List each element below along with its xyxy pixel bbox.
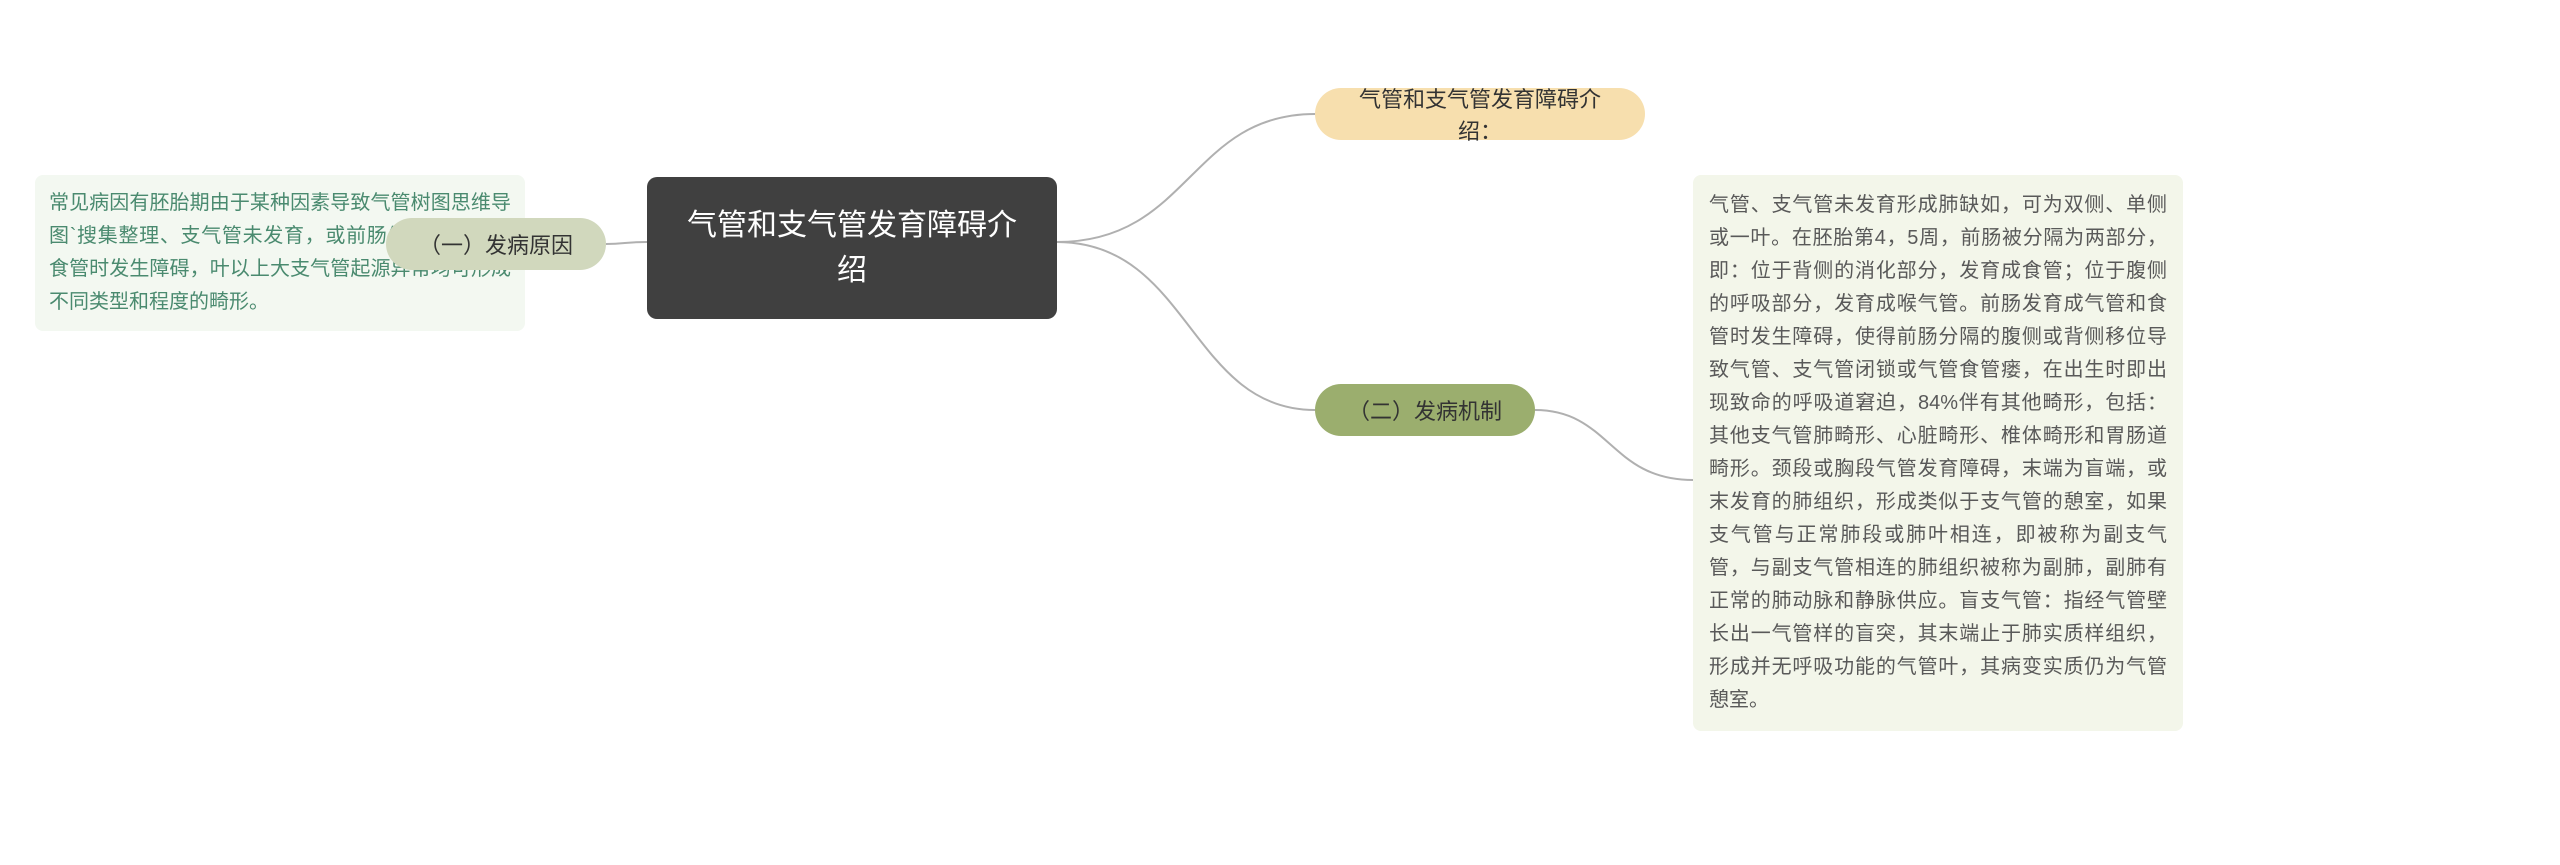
mech-detail-block: 气管、支气管未发育形成肺缺如，可为双侧、单侧或一叶。在胚胎第4，5周，前肠被分隔…	[1693, 175, 2183, 731]
mech-node[interactable]: （二）发病机制	[1315, 384, 1535, 436]
mech-detail-text: 气管、支气管未发育形成肺缺如，可为双侧、单侧或一叶。在胚胎第4，5周，前肠被分隔…	[1709, 194, 2167, 711]
center-label: 气管和支气管发育障碍介绍	[683, 203, 1021, 293]
edge-center-intro	[1057, 114, 1315, 242]
intro-label: 气管和支气管发育障碍介绍：	[1345, 82, 1615, 146]
edge-center-cause	[606, 242, 647, 244]
cause-node[interactable]: （一）发病原因	[386, 218, 606, 270]
center-node[interactable]: 气管和支气管发育障碍介绍	[647, 177, 1057, 319]
edge-mech-detail	[1535, 410, 1693, 480]
mech-label: （二）发病机制	[1348, 394, 1502, 426]
intro-node[interactable]: 气管和支气管发育障碍介绍：	[1315, 88, 1645, 140]
edge-center-mech	[1057, 242, 1315, 410]
mindmap-canvas: 常见病因有胚胎期由于某种因素导致气管树图思维导图`搜集整理、支气管未发育，或前肠…	[0, 0, 2560, 865]
cause-label: （一）发病原因	[419, 228, 573, 260]
